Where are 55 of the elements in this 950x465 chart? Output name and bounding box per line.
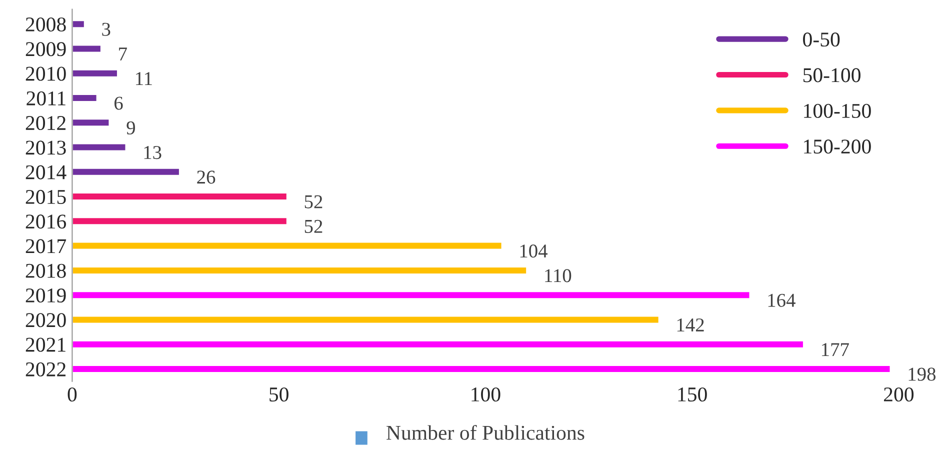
data-label: 177 [822,343,849,356]
data-label: 9 [126,121,135,134]
data-label: 52 [304,195,322,208]
data-label: 110 [545,269,572,282]
bar [72,142,127,152]
y-tick-label: 2012 [26,116,66,130]
data-label: 104 [520,244,548,258]
data-label: 198 [908,368,936,381]
y-tick-label: 2014 [26,165,66,180]
data-label: 164 [768,294,796,307]
y-tick-label: 2011 [26,91,66,106]
bar [72,290,751,300]
bar [72,44,102,54]
data-label: 13 [144,146,162,160]
bar [72,216,288,226]
bar [72,340,804,349]
y-tick-label: 2009 [26,42,66,56]
legend-label: 100-150 [804,104,871,118]
bar [72,118,110,128]
bar [72,168,180,176]
data-label: 52 [304,220,322,233]
data-label: 11 [136,72,152,85]
x-tick-label: 100 [472,387,500,402]
bar [72,315,660,324]
y-tick-label: 2021 [26,338,66,352]
x-tick-label: 50 [270,387,288,402]
legend-label: 0-50 [803,32,840,47]
bar [72,266,528,275]
y-tick-label: 2013 [26,140,66,155]
x-tick-label: 150 [678,387,707,402]
x-tick-label: 200 [884,387,914,402]
y-tick-label: 2022 [26,362,66,376]
legend-label: 50-100 [803,68,860,82]
bar [72,68,118,78]
bar [72,94,98,102]
y-tick-label: 2016 [26,214,66,229]
x-axis-title: Number of Publications [386,424,584,440]
x-tick-label: 0 [68,387,77,402]
y-tick-label: 2017 [26,239,66,254]
data-label: 6 [114,96,123,110]
y-tick-label: 2015 [26,190,66,204]
bar [72,192,288,201]
bar [72,20,86,28]
y-tick-label: 2019 [26,288,66,303]
y-tick-label: 2010 [26,66,66,81]
data-label: 26 [197,170,216,184]
bar [72,241,503,250]
y-tick-label: 2018 [26,264,66,278]
legend-label: 150-200 [804,140,871,154]
y-tick-label: 2008 [26,17,66,32]
data-label: 7 [119,48,127,60]
data-label: 3 [102,22,110,36]
y-tick-label: 2020 [26,313,66,328]
bar [72,364,892,374]
data-label: 142 [677,318,704,332]
